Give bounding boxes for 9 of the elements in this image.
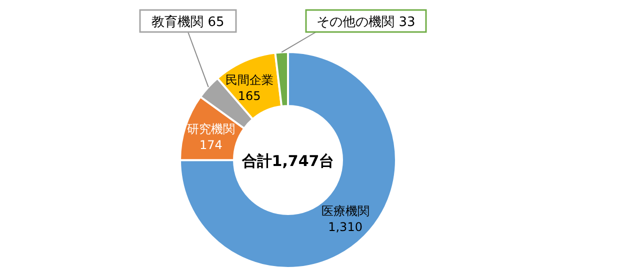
slice-label: 医療機関 (321, 204, 370, 218)
slice-label: 研究機関 (186, 122, 235, 136)
data-label: 1,310 (328, 220, 362, 234)
data-label: 165 (238, 88, 261, 103)
text: 合計1,747台 (240, 152, 334, 170)
data-label: 174 (199, 138, 222, 152)
slice-label: その他の機関 33 (316, 15, 416, 30)
slice-label: 教育機関 65 (152, 14, 224, 30)
slice-label: 民間企業 (225, 72, 274, 87)
